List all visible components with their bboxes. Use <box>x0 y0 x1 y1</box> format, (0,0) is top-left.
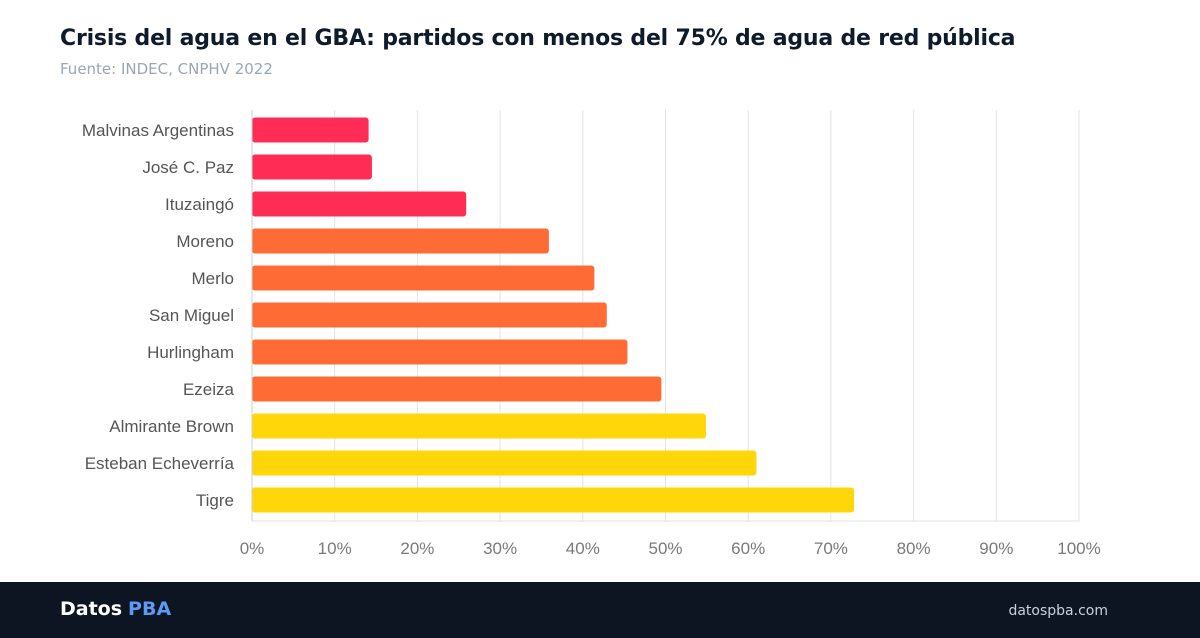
bar <box>252 191 467 217</box>
brand-logo: Datos PBA <box>60 598 171 620</box>
bar <box>252 117 369 143</box>
bar <box>252 450 757 476</box>
x-tick-label: 70% <box>814 539 848 558</box>
bar <box>252 302 607 328</box>
category-label: Almirante Brown <box>109 417 234 436</box>
x-tick-label: 30% <box>483 539 517 558</box>
category-label: Hurlingham <box>147 343 234 362</box>
x-tick-label: 100% <box>1057 539 1100 558</box>
bar <box>252 339 628 365</box>
chart-subtitle: Fuente: INDEC, CNPHV 2022 <box>60 60 273 78</box>
x-tick-label: 40% <box>566 539 600 558</box>
category-label: Esteban Echeverría <box>85 454 235 473</box>
bar <box>252 487 855 513</box>
brand-main: Datos <box>60 598 123 620</box>
category-label: Moreno <box>176 232 234 251</box>
chart-header: Crisis del agua en el GBA: partidos con … <box>60 26 1160 78</box>
x-tick-label: 10% <box>318 539 352 558</box>
category-label: Tigre <box>196 491 234 510</box>
x-tick-label: 50% <box>648 539 682 558</box>
category-label: Malvinas Argentinas <box>82 121 234 140</box>
site-url: datospba.com <box>1008 603 1108 619</box>
brand-accent: PBA <box>128 598 172 620</box>
footer-bar: Datos PBA datospba.com <box>0 582 1200 638</box>
bar-chart: 0% 10% 20% 30% 40% 50% 60% 70% 80% 90% 100% Malvina… <box>82 110 1101 558</box>
category-label: Ezeiza <box>183 380 235 399</box>
category-label: Ituzaingó <box>165 195 234 214</box>
chart-title: Crisis del agua en el GBA: partidos con … <box>60 26 1016 51</box>
x-tick-label: 0% <box>240 539 265 558</box>
bar <box>252 376 662 402</box>
bar <box>252 228 549 254</box>
category-label: San Miguel <box>149 306 234 325</box>
x-tick-label: 60% <box>731 539 765 558</box>
x-tick-label: 80% <box>897 539 931 558</box>
x-tick-label: 20% <box>400 539 434 558</box>
bar <box>252 265 595 291</box>
bar <box>252 154 372 180</box>
category-label: Merlo <box>191 269 234 288</box>
bar <box>252 413 707 439</box>
x-tick-label: 90% <box>979 539 1013 558</box>
category-label: José C. Paz <box>142 158 234 177</box>
